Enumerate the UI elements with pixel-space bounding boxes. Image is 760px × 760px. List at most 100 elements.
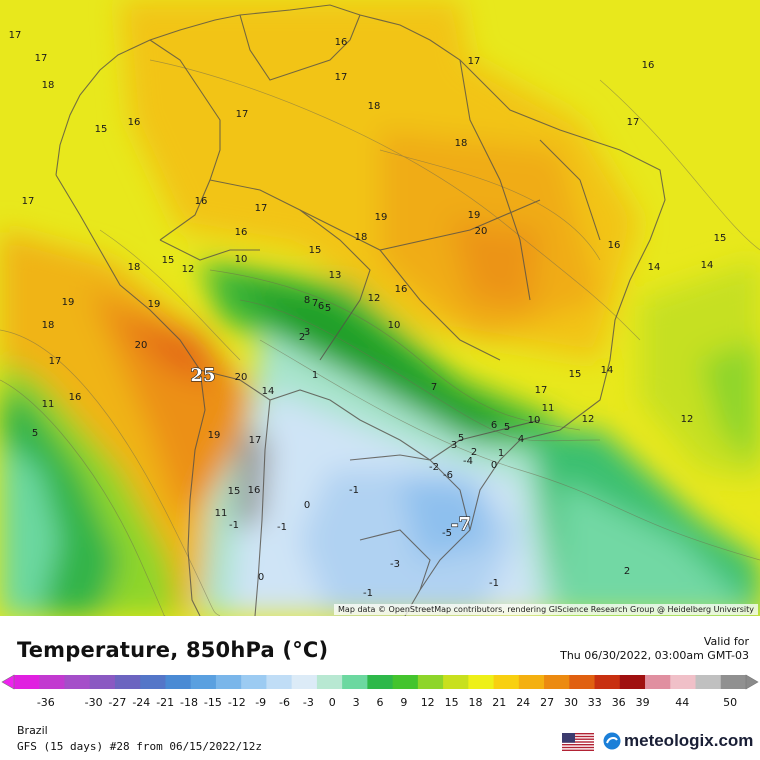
colorbar-tick-label: 15 xyxy=(444,696,459,709)
colorbar-cell xyxy=(316,675,343,689)
color-scale-bar xyxy=(1,674,759,690)
isotherm-label: 17 xyxy=(249,435,262,446)
isotherm-label: -3 xyxy=(390,559,400,570)
isotherm-label: 16 xyxy=(608,240,621,251)
model-run: GFS (15 days) #28 from 06/15/2022/12z xyxy=(17,740,263,753)
isotherm-label: 3 xyxy=(451,440,457,451)
isotherm-label: 16 xyxy=(69,392,82,403)
isotherm-label: 17 xyxy=(22,196,35,207)
colorbar-cell xyxy=(619,675,646,689)
colorbar-cell xyxy=(695,675,722,689)
isotherm-label: 3 xyxy=(304,327,310,338)
colorbar-tick-label: 33 xyxy=(587,696,602,709)
contour-lines xyxy=(0,59,760,616)
isotherm-label: 17 xyxy=(627,117,640,128)
isotherm-label: 2 xyxy=(624,566,630,577)
colorbar-tick-label: -21 xyxy=(156,696,175,709)
isotherm-label: 16 xyxy=(335,37,348,48)
colorbar-cell xyxy=(89,675,116,689)
colorbar-tick-label: -30 xyxy=(84,696,103,709)
colorbar-cell xyxy=(140,675,167,689)
colorbar-tick-label: -6 xyxy=(279,696,290,709)
valid-label: Valid for xyxy=(703,635,749,648)
colorbar-cell xyxy=(645,675,671,689)
chart-title: Temperature, 850hPa (°C) xyxy=(17,638,329,662)
colorbar-cell xyxy=(468,675,495,689)
isotherm-label: 6 xyxy=(318,301,324,312)
isotherm-label: 12 xyxy=(368,293,381,304)
isotherm-label: -6 xyxy=(443,470,453,481)
colorbar-cell xyxy=(342,675,368,689)
isotherm-label: 18 xyxy=(42,80,55,91)
isotherm-label: 19 xyxy=(62,297,75,308)
isotherm-label: 16 xyxy=(128,117,141,128)
isotherm-label: 14 xyxy=(262,386,275,397)
colorbar-tick-label: 12 xyxy=(420,696,435,709)
isotherm-label: 10 xyxy=(235,254,248,265)
colorbar-cell xyxy=(190,675,217,689)
colorbar-right-arrow xyxy=(745,674,759,690)
isotherm-label: -5 xyxy=(442,528,452,539)
colorbar-tick-label: -9 xyxy=(255,696,267,709)
isotherm-label: -1 xyxy=(229,520,239,531)
colorbar-cell xyxy=(569,675,596,689)
isotherm-label: 2 xyxy=(299,332,305,343)
brand-name: meteologix.com xyxy=(624,731,754,750)
colorbar-left-arrow xyxy=(1,674,15,690)
colorbar-ticks: -36 -30 -27 -24 -21 -18 -15 -12 -9 -6 -3 0 3 6 9 12 15 18… xyxy=(0,696,760,712)
isotherm-label: -4 xyxy=(463,456,473,467)
isotherm-label: 16 xyxy=(235,227,248,238)
isotherm-label: 18 xyxy=(368,101,381,112)
colorbar-tick-label: -18 xyxy=(180,696,198,709)
colorbar-tick-label: 24 xyxy=(516,696,531,709)
isotherm-label: 12 xyxy=(182,264,195,275)
isotherm-label: 19 xyxy=(468,210,481,221)
isotherm-label: 0 xyxy=(491,460,497,471)
isotherm-label: 16 xyxy=(195,196,208,207)
isotherm-label: -2 xyxy=(429,462,439,473)
colorbar-cell xyxy=(493,675,520,689)
isotherm-label: -1 xyxy=(363,588,373,599)
colorbar-tick-label: 27 xyxy=(540,696,555,709)
colorbar-tick-label: 30 xyxy=(564,696,578,709)
isotherm-label: -1 xyxy=(277,522,287,533)
colorbar-tick-label: -15 xyxy=(203,696,222,709)
colorbar-cell xyxy=(518,675,545,689)
isotherm-label: 20 xyxy=(135,340,148,351)
legend-footer: Temperature, 850hPa (°C) Valid for Thu 0… xyxy=(0,616,760,760)
isotherm-label: 15 xyxy=(228,486,241,497)
isotherm-label: 7 xyxy=(312,298,318,309)
isotherm-label: 17 xyxy=(468,56,481,67)
colorbar-cell xyxy=(670,675,697,689)
isotherm-label: 20 xyxy=(235,372,248,383)
isotherm-label: 0 xyxy=(304,500,310,511)
isotherm-label: 14 xyxy=(601,365,614,376)
isotherm-label: 16 xyxy=(395,284,408,295)
us-flag-icon[interactable] xyxy=(562,733,594,751)
isotherm-label: 19 xyxy=(375,212,388,223)
country-borders xyxy=(55,4,666,616)
colorbar-cell xyxy=(594,675,621,689)
colorbar-tick-label: -24 xyxy=(132,696,151,709)
isotherm-label: 18 xyxy=(355,232,368,243)
valid-time: Thu 06/30/2022, 03:00am GMT-03 xyxy=(560,649,749,662)
isotherm-label: 16 xyxy=(642,60,655,71)
isotherm-label: 6 xyxy=(491,420,497,431)
isotherm-label: 7 xyxy=(431,382,437,393)
brand[interactable]: meteologix.com xyxy=(603,731,753,751)
colorbar-tick-label: 44 xyxy=(675,696,690,709)
isotherm-label: 2 xyxy=(471,447,477,458)
isotherm-label: 14 xyxy=(648,262,661,273)
colorbar-tick-label: 0 xyxy=(328,696,336,709)
colorbar-tick-label: -36 xyxy=(36,696,55,709)
isotherm-label: 19 xyxy=(148,299,161,310)
isotherm-label: 15 xyxy=(162,255,175,266)
isotherm-label: 15 xyxy=(714,233,727,244)
colorbar-tick-label: 39 xyxy=(635,696,650,709)
map-attribution[interactable]: Map data © OpenStreetMap contributors, r… xyxy=(334,604,758,615)
isotherm-label: 12 xyxy=(681,414,694,425)
isotherm-label: 5 xyxy=(32,428,38,439)
isotherm-label: 5 xyxy=(504,422,510,433)
isotherm-label: 16 xyxy=(248,485,261,496)
temperature-map[interactable]: 17 17 18 15 16 16 17 17 16 17 18 18 17 17 16 17 19 19 20 16… xyxy=(0,0,760,616)
